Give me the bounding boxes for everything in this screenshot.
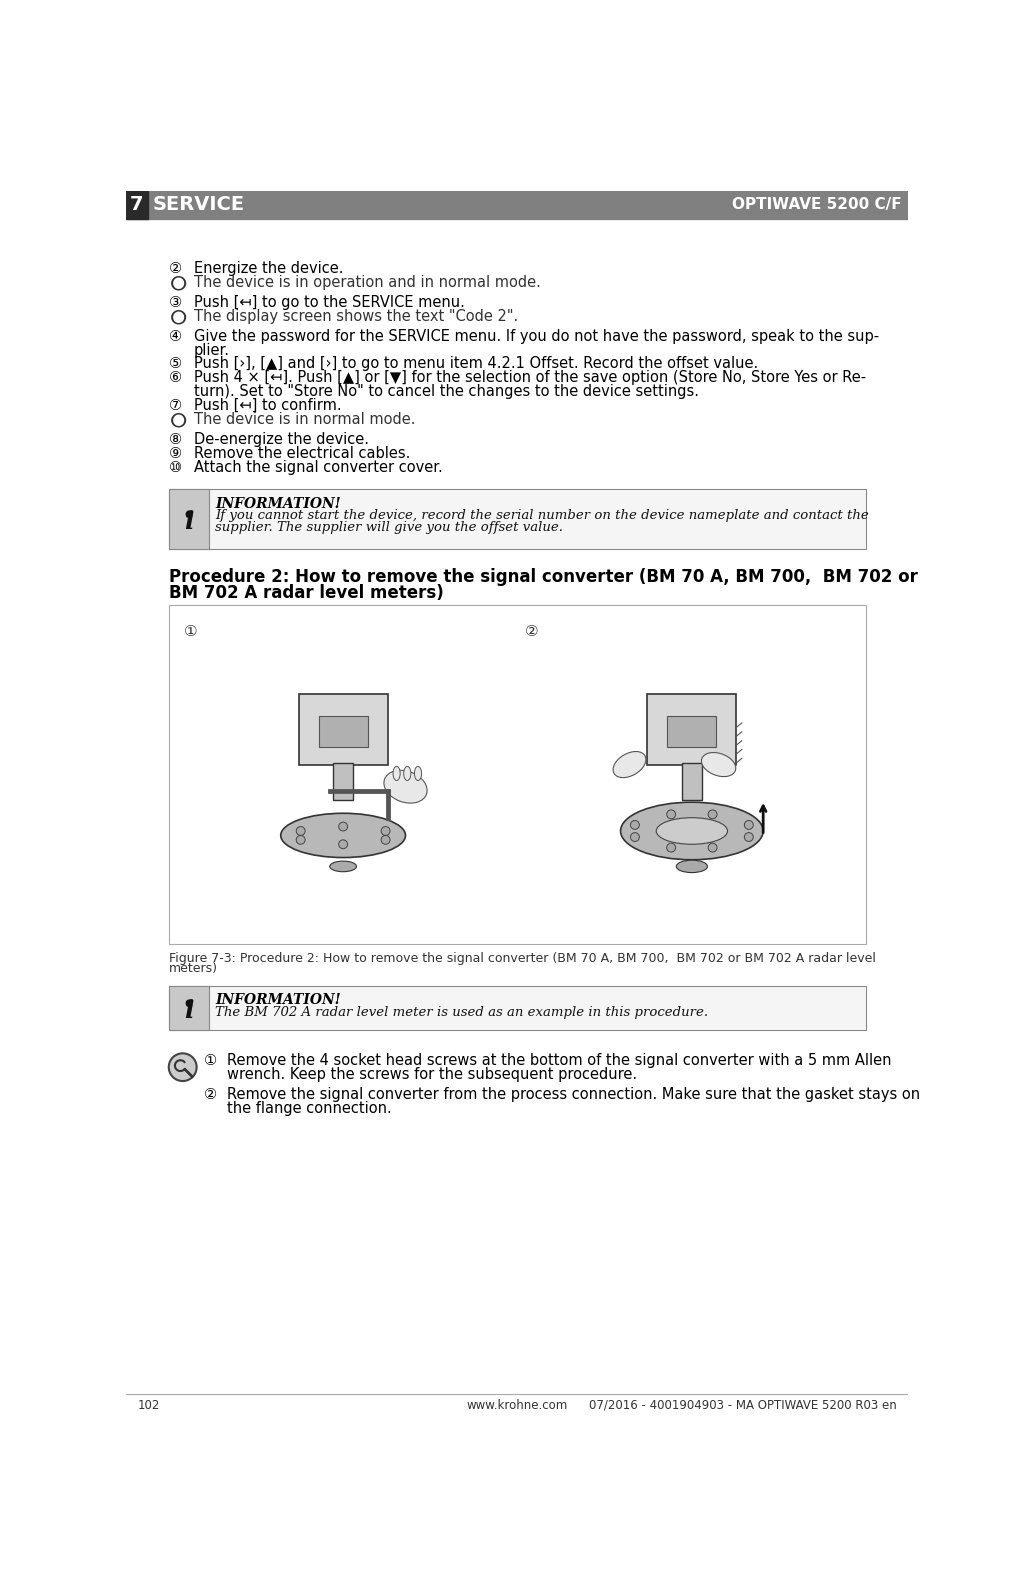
- Ellipse shape: [676, 861, 707, 872]
- Text: ②: ②: [204, 1087, 217, 1103]
- Ellipse shape: [415, 767, 422, 781]
- Text: ①: ①: [204, 1053, 217, 1068]
- Text: Remove the signal converter from the process connection. Make sure that the gask: Remove the signal converter from the pro…: [227, 1087, 920, 1103]
- Text: INFORMATION!: INFORMATION!: [215, 993, 341, 1007]
- Text: Energize the device.: Energize the device.: [194, 261, 343, 275]
- Text: i: i: [185, 999, 194, 1023]
- Text: 07/2016 - 4001904903 - MA OPTIWAVE 5200 R03 en: 07/2016 - 4001904903 - MA OPTIWAVE 5200 …: [588, 1398, 896, 1411]
- Text: OPTIWAVE 5200 C/F: OPTIWAVE 5200 C/F: [733, 197, 902, 212]
- Text: Push [↤] to confirm.: Push [↤] to confirm.: [194, 398, 341, 414]
- Circle shape: [631, 821, 640, 829]
- Text: ②: ②: [169, 261, 182, 275]
- Text: ④: ④: [169, 329, 182, 344]
- Bar: [648, 694, 737, 765]
- Bar: [169, 488, 209, 549]
- Bar: [319, 716, 367, 746]
- Text: the flange connection.: the flange connection.: [227, 1101, 391, 1115]
- Circle shape: [381, 835, 390, 845]
- Bar: [126, 191, 908, 218]
- Text: If you cannot start the device, record the serial number on the device nameplate: If you cannot start the device, record t…: [215, 509, 869, 522]
- Text: ⵔ: ⵔ: [171, 309, 188, 328]
- Text: Figure 7-3: Procedure 2: How to remove the signal converter (BM 70 A, BM 700,  B: Figure 7-3: Procedure 2: How to remove t…: [169, 951, 876, 964]
- Text: The display screen shows the text "Code 2".: The display screen shows the text "Code …: [194, 309, 518, 323]
- Text: SERVICE: SERVICE: [152, 196, 244, 215]
- Text: supplier. The supplier will give you the offset value.: supplier. The supplier will give you the…: [215, 522, 563, 535]
- Text: Push 4 × [↤]. Push [▲] or [▼] for the selection of the save option (Store No, St: Push 4 × [↤]. Push [▲] or [▼] for the se…: [194, 371, 866, 385]
- Circle shape: [745, 821, 754, 829]
- Text: De-energize the device.: De-energize the device.: [194, 431, 368, 447]
- Ellipse shape: [613, 751, 646, 778]
- Ellipse shape: [621, 802, 763, 859]
- Bar: [667, 716, 716, 746]
- Text: Remove the electrical cables.: Remove the electrical cables.: [194, 445, 410, 461]
- Ellipse shape: [404, 767, 411, 781]
- Text: Give the password for the SERVICE menu. If you do not have the password, speak t: Give the password for the SERVICE menu. …: [194, 329, 879, 344]
- Bar: [169, 488, 867, 549]
- Circle shape: [667, 843, 676, 853]
- Text: ⑥: ⑥: [169, 371, 182, 385]
- Text: 7: 7: [130, 196, 143, 215]
- Text: meters): meters): [169, 963, 218, 975]
- Ellipse shape: [656, 818, 727, 845]
- Text: Push [↤] to go to the SERVICE menu.: Push [↤] to go to the SERVICE menu.: [194, 294, 464, 310]
- Text: The BM 702 A radar level meter is used as an example in this procedure.: The BM 702 A radar level meter is used a…: [215, 1006, 708, 1018]
- Bar: [169, 985, 867, 1031]
- Text: Attach the signal converter cover.: Attach the signal converter cover.: [194, 460, 442, 474]
- Circle shape: [708, 843, 717, 853]
- Ellipse shape: [281, 813, 406, 858]
- Text: Procedure 2: How to remove the signal converter (BM 70 A, BM 700,  BM 702 or: Procedure 2: How to remove the signal co…: [169, 568, 917, 585]
- Text: ③: ③: [169, 294, 182, 310]
- Ellipse shape: [394, 767, 401, 781]
- Circle shape: [339, 823, 347, 831]
- Text: Push [›], [▲] and [›] to go to menu item 4.2.1 Offset. Record the offset value.: Push [›], [▲] and [›] to go to menu item…: [194, 356, 758, 371]
- Text: ●: ●: [185, 509, 193, 519]
- Text: i: i: [185, 511, 194, 535]
- Circle shape: [667, 810, 676, 819]
- Text: www.krohne.com: www.krohne.com: [466, 1398, 568, 1411]
- Text: Remove the 4 socket head screws at the bottom of the signal converter with a 5 m: Remove the 4 socket head screws at the b…: [227, 1053, 891, 1068]
- Bar: [169, 605, 867, 943]
- Bar: [333, 762, 353, 800]
- Text: ①: ①: [185, 624, 198, 640]
- Circle shape: [745, 832, 754, 842]
- Text: turn). Set to "Store No" to cancel the changes to the device settings.: turn). Set to "Store No" to cancel the c…: [194, 383, 698, 399]
- Text: ⑤: ⑤: [169, 356, 182, 371]
- Text: plier.: plier.: [194, 342, 230, 358]
- Bar: [299, 694, 387, 765]
- Text: ⵔ: ⵔ: [171, 275, 188, 294]
- Text: ⑨: ⑨: [169, 445, 182, 461]
- Circle shape: [297, 827, 305, 835]
- Text: INFORMATION!: INFORMATION!: [215, 496, 341, 511]
- Text: 102: 102: [138, 1398, 160, 1411]
- Text: ②: ②: [526, 624, 539, 640]
- Ellipse shape: [701, 753, 736, 776]
- Bar: [682, 762, 701, 800]
- Text: ⵔ: ⵔ: [171, 412, 188, 431]
- Text: BM 702 A radar level meters): BM 702 A radar level meters): [169, 584, 444, 601]
- Circle shape: [169, 1053, 197, 1080]
- Circle shape: [631, 832, 640, 842]
- Ellipse shape: [330, 861, 356, 872]
- Ellipse shape: [383, 770, 427, 803]
- Text: ●: ●: [185, 998, 193, 1009]
- Circle shape: [297, 835, 305, 845]
- Text: ⑦: ⑦: [169, 398, 182, 414]
- Text: The device is in normal mode.: The device is in normal mode.: [194, 412, 415, 426]
- Text: The device is in operation and in normal mode.: The device is in operation and in normal…: [194, 275, 541, 290]
- Text: ⑧: ⑧: [169, 431, 182, 447]
- Text: ⑩: ⑩: [169, 460, 182, 474]
- Bar: [169, 985, 209, 1031]
- Circle shape: [339, 840, 347, 848]
- Bar: [126, 191, 148, 218]
- Circle shape: [708, 810, 717, 819]
- Text: wrench. Keep the screws for the subsequent procedure.: wrench. Keep the screws for the subseque…: [227, 1068, 637, 1082]
- Circle shape: [381, 827, 390, 835]
